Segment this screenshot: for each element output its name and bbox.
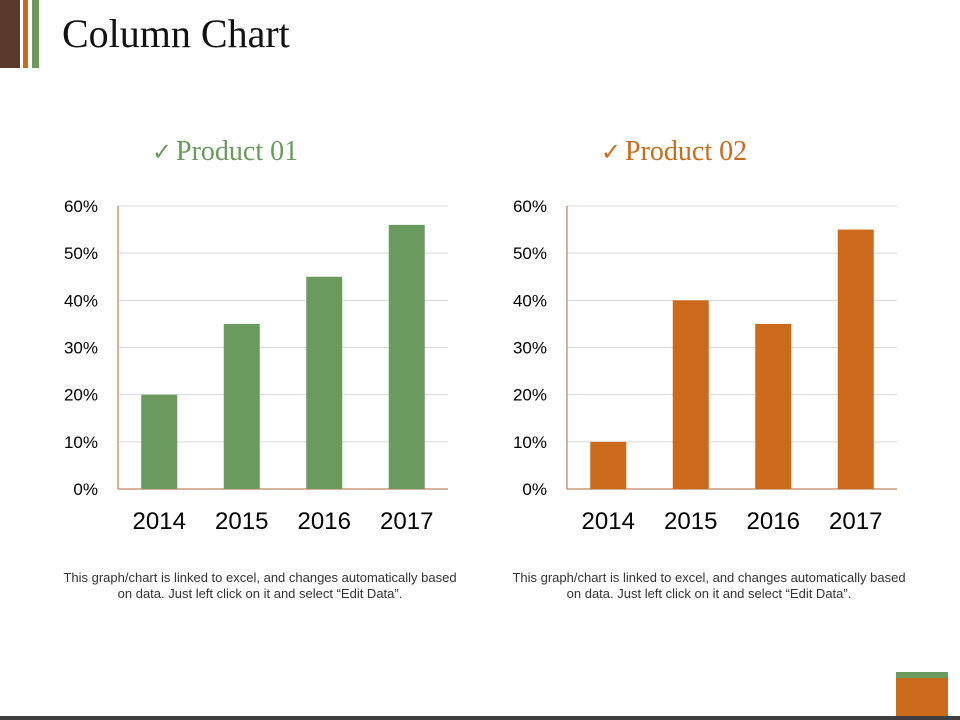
x-tick-label: 2015 xyxy=(664,508,717,535)
y-tick-label: 30% xyxy=(513,339,547,358)
y-tick-label: 0% xyxy=(73,480,98,499)
y-tick-label: 20% xyxy=(513,386,547,405)
x-tick-label: 2016 xyxy=(298,508,351,535)
chart-title-text: Product 02 xyxy=(625,136,748,167)
chart-note: This graph/chart is linked to excel, and… xyxy=(63,570,457,601)
y-tick-label: 40% xyxy=(513,291,547,310)
bar xyxy=(837,229,874,489)
chart-panel-product-02: ✓ Product 02 0% 10% 20% 30% 40% 50% 60% 2014 2015… xyxy=(449,120,905,630)
chart-title: ✓ Product 02 xyxy=(449,136,899,168)
bar xyxy=(672,300,709,489)
x-tick-label: 2014 xyxy=(133,508,186,535)
y-tick-label: 30% xyxy=(64,339,98,358)
decor-orange-bar xyxy=(23,0,28,68)
x-tick-label: 2017 xyxy=(829,508,882,535)
y-tick-label: 60% xyxy=(513,197,547,216)
bar xyxy=(590,441,627,489)
decor-green-bar xyxy=(32,0,39,68)
bar xyxy=(388,224,425,489)
y-tick-label: 40% xyxy=(64,291,98,310)
chart-title: ✓ Product 01 xyxy=(0,136,450,168)
x-tick-label: 2017 xyxy=(380,508,433,535)
bar-chart-product-02: 0% 10% 20% 30% 40% 50% 60% 2014 2015 2016 2017 xyxy=(513,197,897,535)
chart-panel-product-01: ✓ Product 01 0% 10% 20% 30% 40% 50% 60% 2014 2015… xyxy=(0,120,456,630)
bar xyxy=(223,323,260,489)
bar xyxy=(755,323,792,489)
x-tick-label: 2015 xyxy=(215,508,268,535)
bar xyxy=(141,394,178,489)
chart-note: This graph/chart is linked to excel, and… xyxy=(512,570,906,601)
checkmark-icon: ✓ xyxy=(600,138,621,166)
y-tick-label: 0% xyxy=(522,480,547,499)
y-tick-label: 10% xyxy=(513,433,547,452)
chart-title-text: Product 01 xyxy=(176,136,299,167)
bar xyxy=(306,276,343,489)
x-tick-label: 2016 xyxy=(747,508,800,535)
decor-brown-bar xyxy=(0,0,20,68)
checkmark-icon: ✓ xyxy=(151,138,172,166)
bar-chart-product-01: 0% 10% 20% 30% 40% 50% 60% 2014 2015 2016 2017 xyxy=(64,197,448,535)
x-tick-label: 2014 xyxy=(582,508,635,535)
y-tick-label: 20% xyxy=(64,386,98,405)
y-tick-label: 50% xyxy=(513,244,547,263)
slide-title: Column Chart xyxy=(62,11,290,56)
corner-accent-orange xyxy=(896,678,948,720)
y-tick-label: 50% xyxy=(64,244,98,263)
corner-accent-green xyxy=(896,672,948,678)
y-tick-label: 60% xyxy=(64,197,98,216)
bottom-rule xyxy=(0,716,960,720)
y-tick-label: 10% xyxy=(64,433,98,452)
